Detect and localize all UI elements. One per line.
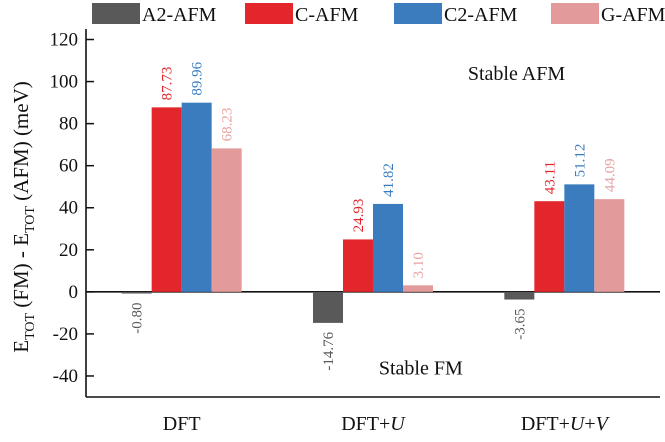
x-category-label-part: U <box>570 413 586 435</box>
legend-label-a2-afm: A2-AFM <box>142 4 217 26</box>
bar-a2-afm-0 <box>121 291 152 294</box>
legend-swatch-c2-afm <box>394 3 442 24</box>
bar-c2-afm-0 <box>181 102 212 292</box>
x-category-label-part: U <box>390 413 406 435</box>
bar-value-label: 24.93 <box>351 199 367 233</box>
y-tick-label: 100 <box>50 72 79 93</box>
bar-c-afm-2 <box>534 201 565 292</box>
y-axis-label-part: (AFM) (meV) <box>9 81 33 206</box>
bar-value-label: 43.11 <box>542 161 558 194</box>
bar-value-label: 3.10 <box>411 252 427 278</box>
legend-swatch-a2-afm <box>92 3 140 24</box>
legend-swatch-c-afm <box>245 3 293 24</box>
bar-value-label: -0.80 <box>130 303 146 334</box>
x-category-label-base: DFT <box>163 413 201 435</box>
bar-value-label: 41.82 <box>381 163 397 197</box>
y-tick-label: -20 <box>53 324 78 345</box>
x-category-label-base: DFT+ <box>341 413 390 435</box>
legend-label-g-afm: G-AFM <box>601 4 665 26</box>
annotation-stable-fm: Stable FM <box>379 358 463 380</box>
x-category-label: DFT <box>163 413 201 435</box>
x-category-label-base: DFT+ <box>521 413 570 435</box>
bar-value-label: -3.65 <box>512 309 528 340</box>
bar-value-label: 51.12 <box>572 144 588 178</box>
annotation-stable-afm: Stable AFM <box>468 63 565 85</box>
x-category-label-part: + <box>584 413 595 435</box>
bar-value-label: 44.09 <box>602 158 618 192</box>
x-category-label: DFT+U <box>341 413 406 435</box>
bar-c2-afm-1 <box>373 203 403 292</box>
y-axis-label-subscript: TOT <box>23 313 38 340</box>
y-tick-label: 120 <box>50 30 79 51</box>
legend-label-c-afm: C-AFM <box>295 4 359 26</box>
bar-c2-afm-2 <box>564 184 595 292</box>
y-tick-label: 20 <box>59 240 78 261</box>
bar-value-label: -14.76 <box>321 331 337 370</box>
bar-g-afm-1 <box>403 285 433 292</box>
bar-a2-afm-2 <box>504 291 535 300</box>
bar-c-afm-0 <box>151 107 182 292</box>
y-axis-label: ETOT (FM) - ETOT (AFM) (meV) <box>9 81 38 353</box>
y-tick-label: -40 <box>53 366 78 387</box>
legend-label-c2-afm: C2-AFM <box>444 4 518 26</box>
y-axis-label-part: E <box>9 340 33 353</box>
bar-g-afm-2 <box>594 199 625 292</box>
legend-swatch-g-afm <box>551 3 599 24</box>
bar-a2-afm-1 <box>313 291 343 323</box>
y-tick-label: 60 <box>59 156 78 177</box>
bar-c-afm-1 <box>343 239 373 292</box>
y-axis-label-subscript: TOT <box>23 206 38 233</box>
y-tick-label: 40 <box>59 198 78 219</box>
x-category-label-part: V <box>596 413 611 435</box>
y-axis-label-part: (FM) - E <box>9 233 33 313</box>
y-tick-label: 0 <box>69 282 79 303</box>
bar-g-afm-0 <box>211 148 242 292</box>
bar-value-label: 87.73 <box>160 67 176 101</box>
x-category-label: DFT+U+V <box>521 413 611 435</box>
y-tick-label: 80 <box>59 114 78 135</box>
bar-value-label: 89.96 <box>190 61 206 95</box>
bar-value-label: 68.23 <box>220 108 236 142</box>
